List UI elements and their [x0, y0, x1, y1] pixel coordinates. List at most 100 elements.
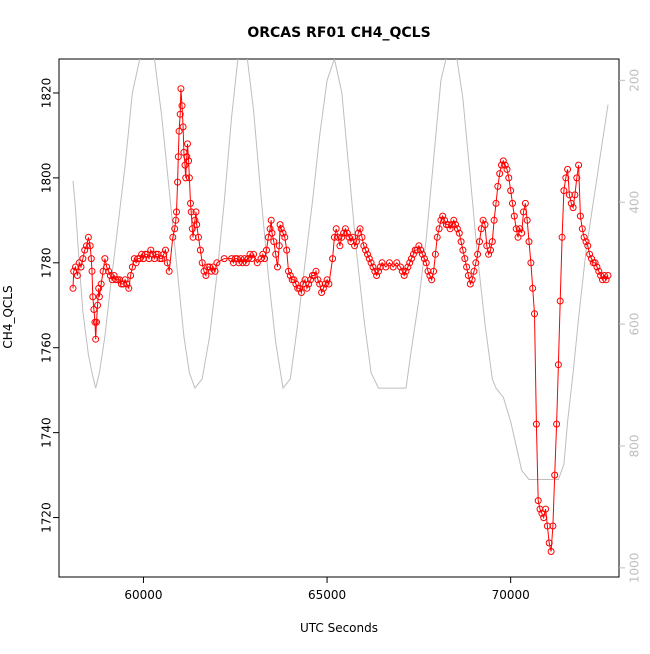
data-point: [332, 225, 340, 233]
data-point: [547, 548, 555, 555]
data-point: [499, 157, 507, 165]
data-point: [196, 246, 204, 254]
data-point: [463, 263, 471, 271]
data-point: [430, 267, 438, 275]
data-point: [450, 216, 458, 224]
data-point: [334, 233, 342, 241]
data-point: [580, 233, 588, 241]
data-point: [88, 267, 96, 275]
data-point: [521, 199, 529, 207]
x-tick-label: 65000: [308, 588, 346, 602]
data-point: [382, 263, 390, 271]
data-point: [367, 259, 375, 267]
data-point: [578, 225, 586, 233]
data-point: [242, 259, 250, 267]
data-point: [239, 259, 247, 267]
data-point: [397, 263, 404, 271]
y2-tick-label: 1000: [628, 553, 642, 584]
data-point: [121, 276, 129, 284]
data-point: [542, 505, 550, 513]
data-point: [569, 204, 577, 212]
primary-series-layer: [69, 85, 612, 555]
data-point: [349, 233, 357, 241]
data-point: [178, 102, 186, 110]
y-tick-label: 1740: [40, 417, 54, 448]
data-point: [420, 255, 428, 263]
primary-series-line: [72, 88, 609, 552]
data-point: [351, 242, 359, 250]
data-point: [345, 233, 353, 241]
data-point: [378, 259, 386, 267]
data-point: [584, 242, 592, 250]
data-point: [97, 280, 105, 288]
data-point: [268, 229, 276, 237]
data-point: [472, 259, 480, 267]
data-point: [303, 284, 311, 292]
data-point: [597, 272, 605, 279]
data-point: [523, 216, 531, 224]
data-point: [582, 238, 590, 246]
data-point: [455, 229, 463, 237]
y2-tick-label: 200: [628, 69, 642, 92]
data-point: [89, 293, 97, 301]
x-tick-label: 60000: [124, 588, 162, 602]
data-point: [586, 250, 594, 258]
data-point: [101, 255, 109, 263]
data-point: [487, 246, 494, 254]
data-point: [86, 242, 94, 250]
secondary-series-line: [72, 59, 609, 480]
data-point: [604, 272, 612, 279]
data-point: [336, 242, 344, 250]
data-point: [297, 289, 305, 296]
y-axis-label: CH4_QCLS: [1, 285, 15, 348]
data-point: [169, 233, 177, 241]
data-point: [248, 255, 256, 263]
data-point: [95, 293, 103, 301]
data-point: [87, 255, 95, 263]
data-point: [520, 208, 527, 216]
data-point: [593, 263, 601, 271]
data-point: [174, 153, 182, 161]
data-point: [398, 267, 406, 275]
data-point: [446, 225, 454, 233]
data-point: [481, 221, 489, 229]
data-point: [275, 242, 283, 250]
data-point: [237, 255, 245, 263]
data-point: [207, 267, 215, 275]
data-point: [365, 255, 373, 263]
data-point: [279, 229, 287, 237]
data-point: [567, 199, 575, 207]
data-point: [507, 187, 515, 195]
data-point: [448, 221, 456, 229]
data-point: [461, 255, 469, 263]
y2-tick-label: 400: [628, 191, 642, 214]
data-point: [483, 242, 491, 250]
data-point: [103, 263, 111, 271]
data-point: [209, 263, 217, 271]
data-point: [240, 255, 248, 263]
data-point: [600, 272, 608, 279]
data-point: [175, 127, 183, 135]
data-point: [591, 259, 599, 267]
axes-layer: 60000 65000 70000 1720 1740 1760 1780 1800 1820 2…: [40, 69, 642, 602]
data-point: [441, 216, 449, 224]
data-point: [162, 246, 169, 254]
data-point: [187, 208, 195, 216]
data-point: [553, 420, 561, 428]
data-point: [330, 233, 338, 241]
data-point: [437, 216, 445, 224]
data-point: [538, 509, 546, 517]
data-point: [338, 233, 346, 241]
data-point: [595, 267, 603, 275]
data-point: [498, 161, 505, 169]
data-point: [172, 216, 180, 224]
data-point: [277, 225, 285, 233]
data-point: [312, 267, 320, 275]
data-point: [195, 233, 202, 241]
data-point: [490, 216, 498, 224]
y-tick-label: 1800: [40, 163, 54, 194]
data-point: [415, 242, 423, 250]
data-point: [531, 310, 538, 318]
data-point: [171, 225, 179, 233]
data-point: [371, 267, 379, 275]
